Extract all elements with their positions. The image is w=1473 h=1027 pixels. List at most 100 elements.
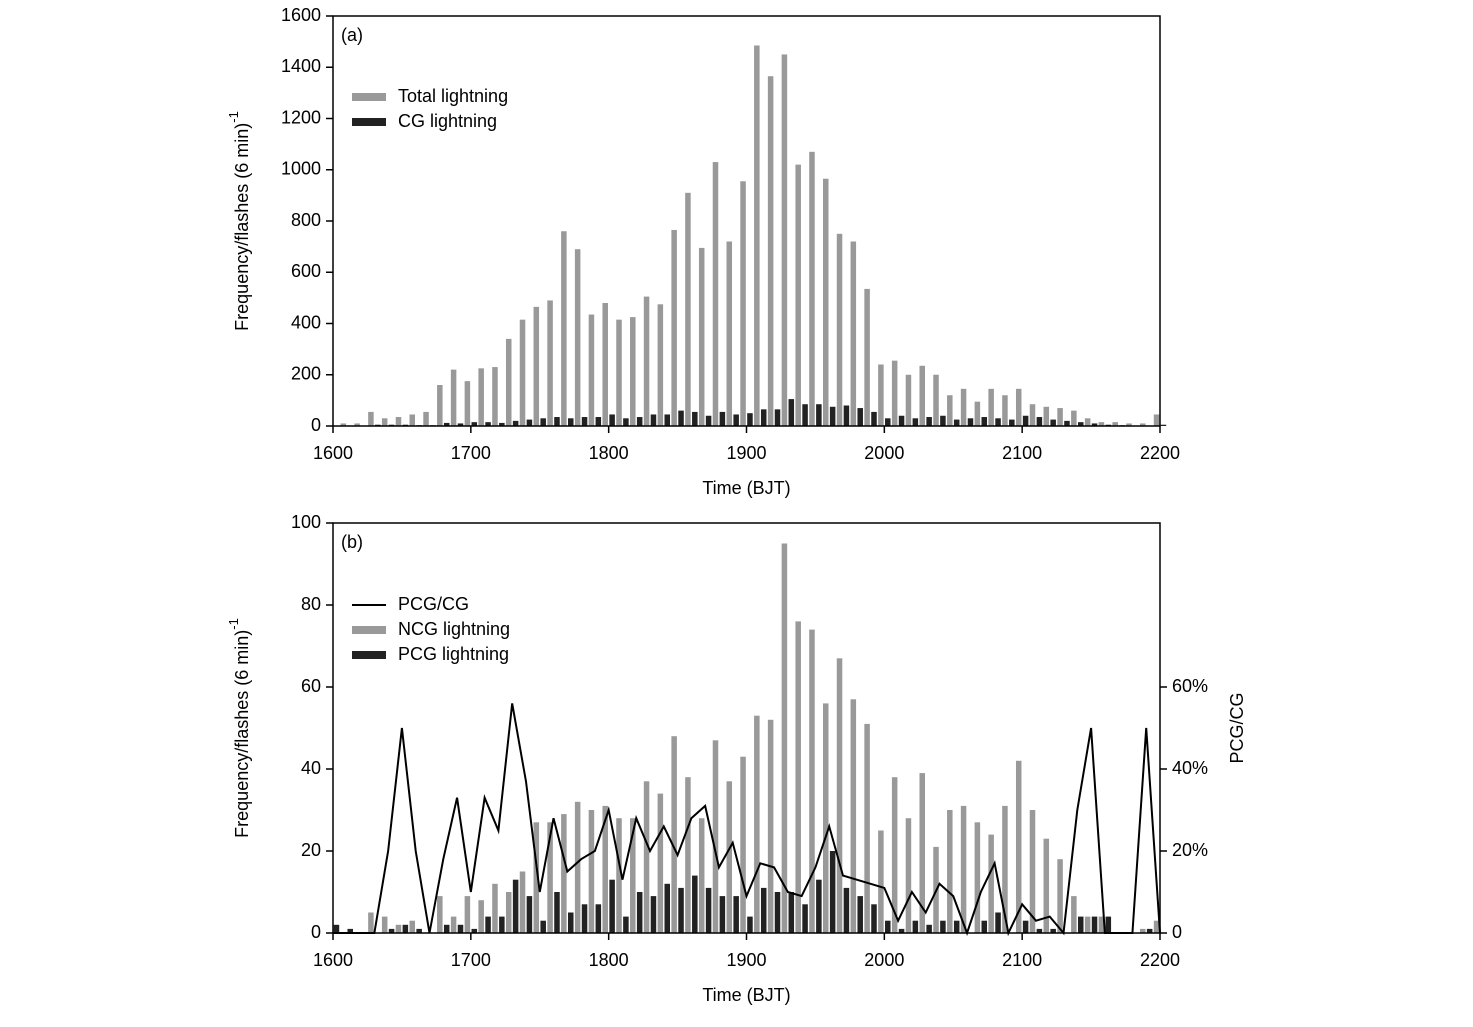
bar <box>809 151 815 426</box>
y2-axis-label: PCG/CG <box>1227 692 1247 763</box>
bar <box>1043 838 1050 933</box>
bar <box>1022 920 1029 933</box>
bar <box>878 830 884 933</box>
bar <box>836 233 843 426</box>
bar <box>829 406 836 426</box>
bar <box>781 543 788 933</box>
bar <box>547 822 553 933</box>
bar <box>967 418 974 426</box>
bar <box>478 900 484 933</box>
bar <box>843 887 850 933</box>
bar <box>519 319 526 426</box>
bar <box>705 415 712 426</box>
bar <box>443 422 450 426</box>
bar <box>636 892 643 933</box>
bar <box>733 414 739 426</box>
bar <box>388 928 395 933</box>
bar <box>492 367 498 426</box>
bar <box>898 928 905 933</box>
bar <box>953 419 960 426</box>
bar <box>960 805 967 933</box>
bar <box>926 924 932 933</box>
bar <box>767 76 774 426</box>
bar <box>898 415 905 426</box>
bar <box>499 422 505 426</box>
y-tick-label: 800 <box>291 210 321 230</box>
x-tick-label: 1700 <box>451 950 491 970</box>
bar <box>740 181 746 426</box>
bar <box>395 417 402 426</box>
bar <box>568 912 574 933</box>
bar <box>1064 420 1070 426</box>
bar <box>740 756 746 933</box>
bar <box>726 241 733 426</box>
bar <box>595 417 602 426</box>
bar <box>760 409 767 426</box>
bar <box>871 904 877 933</box>
bar <box>1036 417 1043 426</box>
x-axis-label: Time (BJT) <box>702 478 790 498</box>
bar <box>616 319 622 426</box>
bar <box>512 420 519 426</box>
y-tick-label: 200 <box>291 364 321 384</box>
bar <box>795 621 801 933</box>
bar <box>1057 859 1063 933</box>
bar <box>664 883 671 933</box>
bar <box>540 418 546 426</box>
bar <box>1077 916 1084 933</box>
bar <box>864 288 870 426</box>
bar <box>1029 810 1036 933</box>
bar <box>609 879 615 933</box>
bar <box>540 920 546 933</box>
bar <box>1015 388 1022 426</box>
bar <box>1091 423 1098 426</box>
bar <box>685 777 691 933</box>
bar <box>561 814 567 933</box>
bar <box>788 892 795 933</box>
bar <box>457 423 464 426</box>
y2-tick-label: 60% <box>1172 676 1208 696</box>
x-tick-label: 2000 <box>864 950 904 970</box>
bar <box>919 773 925 933</box>
bar <box>347 928 353 933</box>
bar <box>760 887 767 933</box>
bar <box>602 303 608 426</box>
bar <box>630 317 636 426</box>
y-tick-label: 400 <box>291 312 321 332</box>
panel-label: (b) <box>341 532 363 552</box>
bar <box>857 408 863 426</box>
bar <box>464 896 471 933</box>
bar <box>657 304 664 426</box>
bar <box>933 374 939 426</box>
y2-tick-label: 20% <box>1172 840 1208 860</box>
bar <box>519 871 526 933</box>
bar <box>1050 928 1056 933</box>
bar <box>940 415 946 426</box>
bar <box>1112 422 1118 426</box>
bar <box>402 924 409 933</box>
bar <box>781 54 788 426</box>
bar <box>1091 916 1098 933</box>
bar <box>719 896 726 933</box>
bar <box>774 409 781 426</box>
bar <box>671 229 677 426</box>
legend-label: NCG lightning <box>398 619 510 639</box>
bar <box>1140 928 1146 933</box>
bar <box>1146 928 1153 933</box>
bar <box>912 920 919 933</box>
bar <box>581 417 588 426</box>
bar <box>471 928 478 933</box>
y-tick-label: 80 <box>301 594 321 614</box>
bar <box>512 879 519 933</box>
bar <box>485 422 491 426</box>
bar <box>850 241 857 426</box>
x-tick-label: 2000 <box>864 443 904 463</box>
bar <box>623 418 629 426</box>
bar <box>457 924 464 933</box>
bar <box>802 404 808 426</box>
y-tick-label: 600 <box>291 261 321 281</box>
bar <box>947 810 953 933</box>
x-tick-label: 2100 <box>1002 950 1042 970</box>
bar <box>692 875 698 933</box>
bar <box>1036 928 1043 933</box>
